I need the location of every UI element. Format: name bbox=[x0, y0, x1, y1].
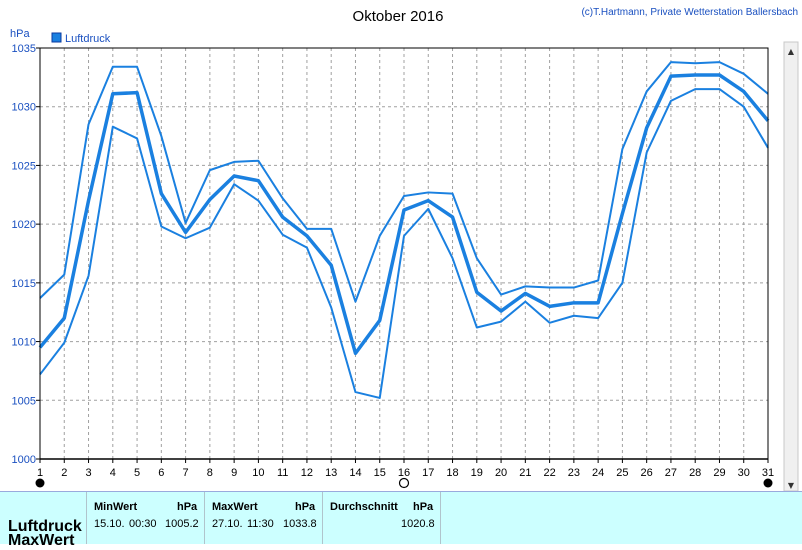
x-tick-label: 31 bbox=[762, 467, 774, 479]
x-tick-label: 16 bbox=[398, 467, 410, 479]
filled-day-marker bbox=[763, 478, 773, 488]
avg-value: 1020.8 bbox=[401, 518, 435, 530]
x-tick-label: 5 bbox=[134, 467, 140, 479]
x-tick-label: 21 bbox=[519, 467, 531, 479]
x-tick-label: 18 bbox=[446, 467, 458, 479]
x-tick-label: 30 bbox=[738, 467, 750, 479]
x-tick-label: 20 bbox=[495, 467, 507, 479]
open-day-marker bbox=[398, 477, 410, 489]
min-unit: hPa bbox=[177, 501, 198, 513]
filled-day-marker bbox=[35, 478, 45, 488]
max-date: 27.10. bbox=[212, 518, 243, 530]
y-tick-label: 1005 bbox=[12, 395, 36, 407]
chart-title: Oktober 2016 bbox=[353, 8, 444, 25]
panel-divider bbox=[440, 492, 441, 544]
scroll-up-icon[interactable]: ▲ bbox=[788, 47, 795, 56]
x-tick-label: 7 bbox=[183, 467, 189, 479]
max-header: MaxWert bbox=[212, 501, 258, 513]
row-label: Luftdruck bbox=[8, 518, 82, 535]
min-value: 1005.2 bbox=[165, 518, 199, 530]
min-header: MinWert bbox=[94, 501, 138, 513]
day-markers bbox=[35, 477, 773, 489]
y-axis-unit: hPa bbox=[10, 28, 30, 40]
vertical-gridlines bbox=[39, 48, 769, 459]
x-tick-label: 28 bbox=[689, 467, 701, 479]
y-tick-label: 1010 bbox=[12, 337, 36, 349]
min-time: 00:30 bbox=[129, 518, 157, 530]
y-tick-label: 1030 bbox=[12, 102, 36, 114]
x-tick-label: 11 bbox=[277, 467, 288, 479]
scroll-down-icon[interactable]: ▼ bbox=[788, 481, 795, 490]
y-tick-label: 1025 bbox=[12, 160, 36, 172]
min-column: MinWert hPa 15.10. 00:30 1005.2 bbox=[86, 492, 205, 544]
x-tick-label: 26 bbox=[641, 467, 653, 479]
x-tick-label: 4 bbox=[110, 467, 116, 479]
statistics-panel: Luftdruck MaxWert MinWert hPa 15.10. 00:… bbox=[0, 491, 802, 549]
avg-unit: hPa bbox=[413, 501, 434, 513]
legend-label: Luftdruck bbox=[65, 33, 111, 45]
x-tick-label: 6 bbox=[158, 467, 164, 479]
x-tick-label: 3 bbox=[85, 467, 91, 479]
x-tick-label: 17 bbox=[422, 467, 434, 479]
x-tick-label: 12 bbox=[301, 467, 313, 479]
y-axis-ticks: 1000 1005 1010 1015 1020 1025 1030 1035 bbox=[12, 43, 40, 466]
max-column: MaxWert hPa 27.10. 11:30 1033.8 bbox=[204, 492, 323, 544]
x-tick-label: 29 bbox=[713, 467, 725, 479]
x-tick-label: 24 bbox=[592, 467, 604, 479]
x-tick-label: 10 bbox=[252, 467, 264, 479]
x-tick-label: 9 bbox=[231, 467, 237, 479]
x-tick-label: 23 bbox=[568, 467, 580, 479]
max-time: 11:30 bbox=[247, 518, 274, 530]
x-tick-label: 19 bbox=[471, 467, 483, 479]
x-tick-label: 14 bbox=[349, 467, 361, 479]
avg-header: Durchschnitt bbox=[330, 501, 398, 513]
series-line-min bbox=[39, 88, 769, 399]
x-tick-label: 27 bbox=[665, 467, 677, 479]
legend-swatch bbox=[51, 32, 62, 43]
row-label-2: MaxWert bbox=[8, 532, 75, 549]
x-tick-label: 22 bbox=[543, 467, 555, 479]
y-tick-label: 1000 bbox=[12, 454, 36, 466]
series-line-mean bbox=[38, 73, 770, 356]
min-date: 15.10. bbox=[94, 518, 125, 530]
vertical-scrollbar[interactable] bbox=[783, 41, 799, 491]
max-unit: hPa bbox=[295, 501, 316, 513]
y-tick-label: 1020 bbox=[12, 219, 36, 231]
series-lines bbox=[38, 61, 770, 399]
y-tick-label: 1015 bbox=[12, 278, 36, 290]
avg-column: Durchschnitt hPa 1020.8 bbox=[322, 492, 441, 544]
series-line-max bbox=[39, 61, 769, 303]
x-tick-label: 1 bbox=[37, 467, 43, 479]
max-value: 1033.8 bbox=[283, 518, 317, 530]
x-tick-label: 2 bbox=[61, 467, 67, 479]
x-axis-ticks: 1 2 3 4 5 6 7 8 9 10 11 12 13 14 15 16 17 18 19 20 21 22 23 24 2… bbox=[37, 459, 774, 479]
x-tick-label: 15 bbox=[374, 467, 386, 479]
copyright-text: (c)T.Hartmann, Private Wetterstation Bal… bbox=[581, 7, 798, 18]
x-tick-label: 25 bbox=[616, 467, 628, 479]
y-tick-label: 1035 bbox=[12, 43, 36, 55]
x-tick-label: 13 bbox=[325, 467, 337, 479]
x-tick-label: 8 bbox=[207, 467, 213, 479]
